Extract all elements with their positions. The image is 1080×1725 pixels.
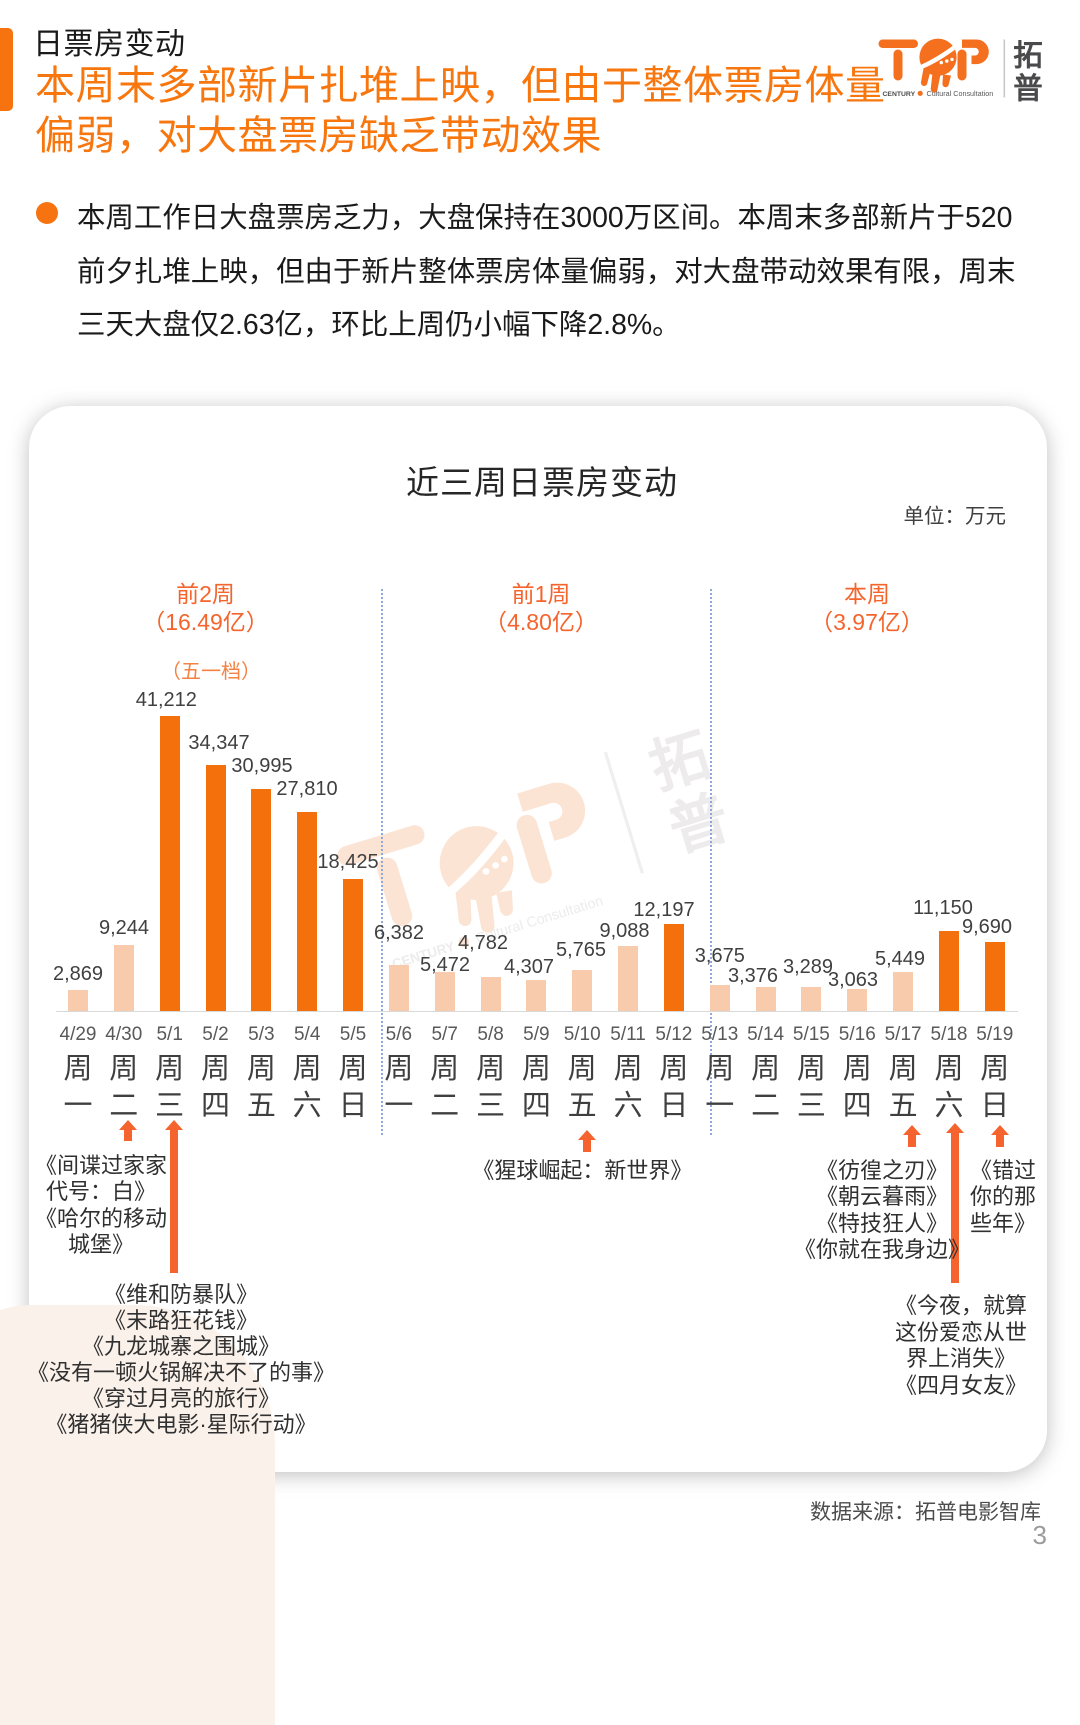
svg-text:Cultural Consultation: Cultural Consultation bbox=[927, 89, 994, 98]
svg-text:CENTURY: CENTURY bbox=[883, 91, 916, 98]
svg-text:普: 普 bbox=[1013, 71, 1043, 105]
svg-text:拓: 拓 bbox=[1013, 39, 1043, 72]
